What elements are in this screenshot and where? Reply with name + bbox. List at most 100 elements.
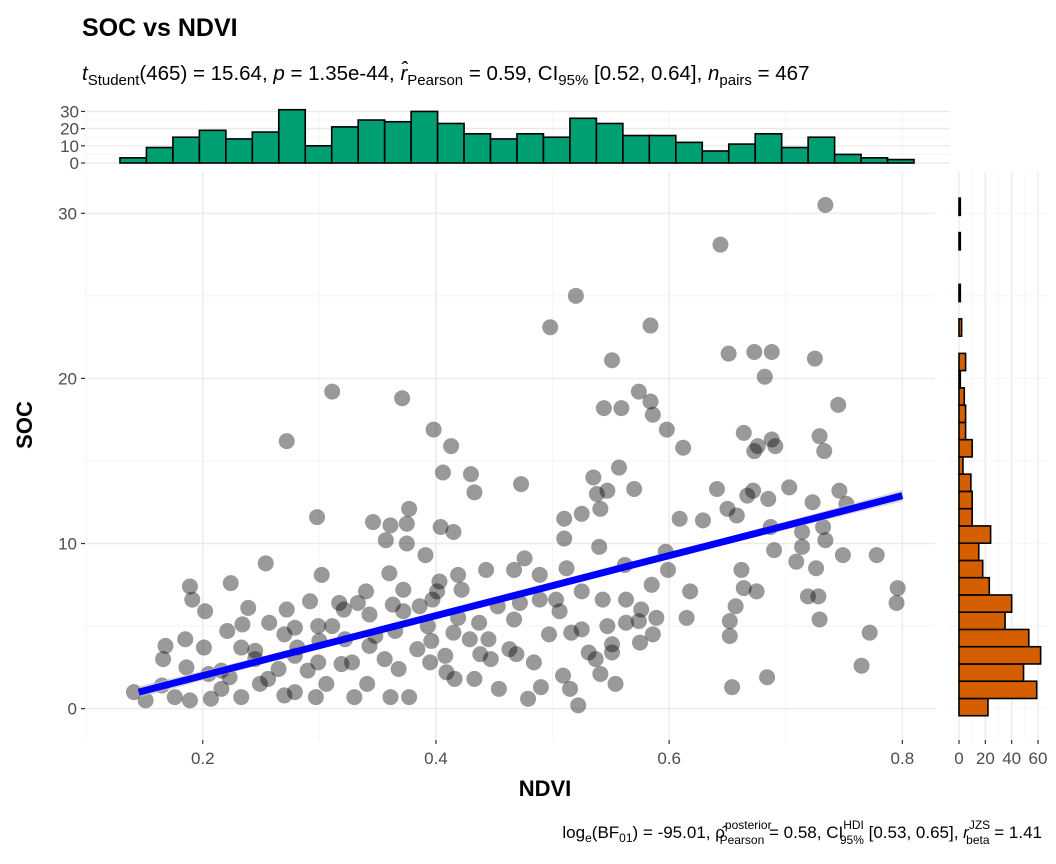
data-point: [525, 654, 542, 671]
data-point: [197, 603, 214, 620]
x-hist-bar: [172, 136, 201, 164]
data-point: [531, 566, 548, 583]
data-point: [532, 679, 549, 696]
data-point: [708, 481, 725, 498]
data-point: [618, 591, 635, 608]
data-point: [808, 560, 825, 577]
data-point: [423, 632, 440, 649]
x-hist-bar: [780, 146, 809, 164]
data-point: [748, 583, 765, 600]
y-tick-label: 30: [58, 204, 77, 223]
y-axis-label: SOC: [12, 401, 37, 449]
data-point: [763, 343, 780, 360]
y-hist-bar: [958, 369, 962, 389]
data-point: [573, 621, 590, 638]
x-hist-bar: [225, 138, 254, 164]
data-point: [763, 431, 780, 448]
data-point: [181, 692, 198, 709]
data-point: [604, 644, 621, 661]
data-point: [181, 578, 198, 595]
data-point: [429, 583, 446, 600]
x-tick-label: 0.4: [424, 749, 448, 768]
data-point: [324, 383, 341, 400]
data-point: [556, 510, 573, 527]
data-point: [501, 641, 518, 658]
y-hist-bar: [958, 663, 1025, 683]
y-hist-bar: [958, 387, 966, 406]
data-point: [648, 609, 665, 626]
data-point: [642, 317, 659, 334]
chart-title: SOC vs NDVI: [82, 14, 238, 42]
data-point: [157, 637, 174, 654]
data-point: [618, 614, 635, 631]
data-point: [335, 601, 352, 618]
data-point: [739, 487, 756, 504]
data-point: [853, 657, 870, 674]
data-point: [604, 636, 621, 653]
data-point: [401, 689, 418, 706]
data-point: [555, 667, 572, 684]
data-point: [240, 599, 257, 616]
data-point: [299, 662, 316, 679]
x-hist-bar: [622, 134, 651, 164]
y-hist-bar: [958, 542, 980, 562]
y-hist-bar: [958, 680, 1038, 700]
data-point: [395, 581, 412, 598]
data-point: [376, 651, 393, 668]
y-hist-x-tick-label: 40: [1002, 749, 1021, 768]
data-point: [286, 619, 303, 636]
data-point: [234, 616, 251, 633]
x-hist-bar: [886, 158, 915, 164]
data-point: [270, 661, 287, 677]
y-hist-bar: [958, 594, 1013, 614]
data-point: [247, 642, 264, 659]
data-point: [506, 561, 523, 578]
data-point: [359, 675, 376, 692]
data-point: [588, 485, 605, 502]
data-point: [861, 624, 878, 641]
data-point: [450, 566, 467, 583]
x-hist-bar: [542, 136, 571, 164]
x-hist-bar: [489, 138, 518, 164]
data-point: [611, 459, 628, 476]
data-point: [382, 689, 399, 706]
x-hist-bar: [251, 131, 280, 164]
data-point: [431, 573, 448, 590]
x-hist-bar: [516, 132, 545, 164]
data-point: [381, 565, 398, 582]
data-point: [461, 631, 478, 648]
data-point: [630, 613, 647, 630]
data-point: [746, 443, 763, 460]
data-point: [384, 596, 401, 613]
data-point: [644, 626, 661, 643]
data-point: [286, 684, 303, 701]
data-point: [816, 443, 833, 460]
data-point: [759, 669, 776, 686]
data-point: [760, 490, 777, 507]
data-point: [659, 561, 676, 578]
data-point: [721, 613, 738, 630]
y-hist-bar: [958, 421, 967, 441]
data-point: [261, 614, 278, 631]
data-point: [324, 618, 341, 635]
x-hist-bar: [119, 157, 148, 164]
data-point: [302, 593, 319, 610]
data-point: [331, 594, 348, 611]
data-point: [377, 532, 394, 549]
y-hist-bar: [958, 352, 967, 372]
data-point: [570, 697, 587, 714]
data-point: [233, 689, 250, 706]
data-point: [724, 679, 741, 696]
data-point: [831, 482, 848, 499]
data-point: [675, 439, 692, 456]
data-point: [318, 675, 335, 692]
data-point: [643, 576, 660, 593]
data-point: [432, 519, 449, 535]
data-point: [556, 530, 573, 547]
data-point: [222, 575, 239, 592]
data-point: [178, 659, 195, 676]
data-point: [817, 532, 834, 549]
y-hist-bar: [958, 197, 962, 217]
x-hist-bar: [357, 119, 386, 164]
